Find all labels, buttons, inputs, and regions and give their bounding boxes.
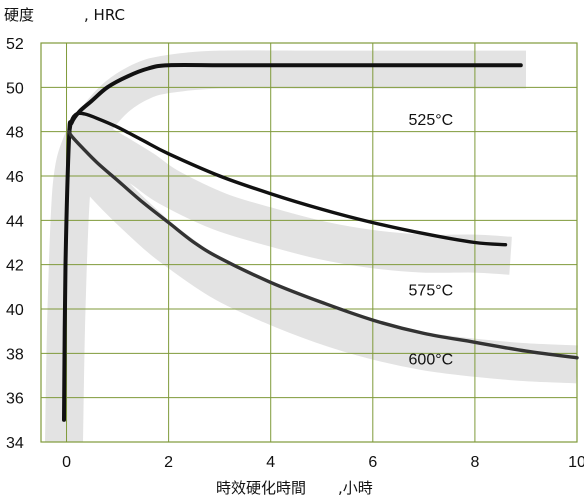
y-tick-label: 40 xyxy=(6,302,24,319)
series-line-600c xyxy=(67,130,579,360)
y-axis-title: 硬度 xyxy=(4,6,34,24)
series-label-575c: 575°C xyxy=(409,283,454,300)
y-tick-label: 46 xyxy=(6,169,24,186)
y-tick-label: 34 xyxy=(6,435,24,452)
series-line-575c xyxy=(67,111,508,247)
scatter-band-525c xyxy=(45,50,526,443)
x-axis-unit: ,小時 xyxy=(338,479,373,497)
scatter-bands xyxy=(45,50,578,443)
x-tick-label: 8 xyxy=(470,454,479,471)
y-tick-label: 48 xyxy=(6,125,24,142)
x-tick-label: 4 xyxy=(266,454,275,471)
y-tick-label: 38 xyxy=(6,346,24,363)
series-label-600c: 600°C xyxy=(409,351,454,368)
y-tick-label: 50 xyxy=(6,80,24,97)
y-tick-label: 42 xyxy=(6,258,24,275)
x-tick-label: 0 xyxy=(62,454,71,471)
x-tick-label: 2 xyxy=(164,454,173,471)
grid xyxy=(40,42,578,443)
y-tick-label: 52 xyxy=(6,36,24,53)
y-tick-label: 36 xyxy=(6,391,24,408)
x-axis-title: 時效硬化時間 xyxy=(216,479,306,497)
series-lines xyxy=(62,62,579,422)
y-axis-unit: , HRC xyxy=(84,6,125,24)
y-tick-label: 44 xyxy=(6,213,24,230)
series-labels: 525°C 575°C 600°C xyxy=(409,112,454,368)
plot-frame xyxy=(40,42,578,443)
x-tick-label: 6 xyxy=(368,454,377,471)
series-label-525c: 525°C xyxy=(409,112,454,129)
x-tick-label: 10 xyxy=(568,454,584,471)
